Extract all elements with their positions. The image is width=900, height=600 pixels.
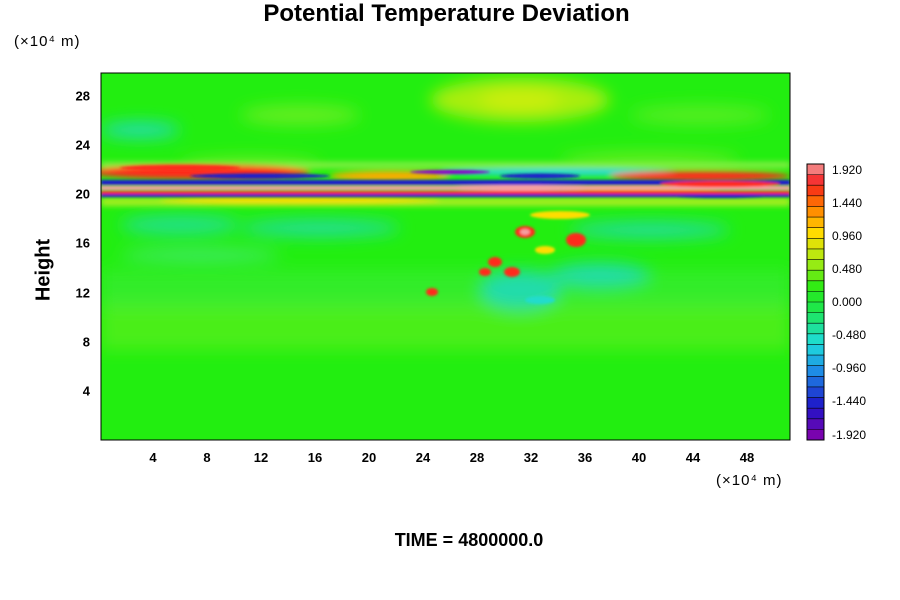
y-tick-label: 20 [75, 186, 90, 202]
colorbar-swatch [807, 248, 824, 261]
colorbar-swatch [807, 355, 824, 367]
colorbar-swatch [807, 291, 824, 303]
colorbar-swatch [807, 302, 824, 314]
x-tick-label: 36 [577, 450, 593, 465]
x-tick-label: 32 [523, 450, 539, 465]
x-tick-label: 12 [253, 450, 269, 465]
colorbar [806, 163, 825, 441]
x-tick-label: 44 [685, 450, 701, 465]
colorbar-swatch [807, 206, 824, 218]
x-tick-label: 4 [149, 450, 157, 465]
x-tick-label: 40 [631, 450, 647, 465]
colorbar-tick-label: 1.440 [832, 196, 863, 210]
y-tick-label: 4 [82, 383, 90, 399]
colorbar-swatch [807, 333, 824, 345]
time-label: TIME = 4800000.0 [394, 530, 544, 550]
x-axis-units: (×10⁴ m) [716, 472, 783, 489]
colorbar-swatch [807, 195, 824, 207]
colorbar-tick-label: 0.480 [832, 262, 863, 276]
colorbar-swatch [807, 408, 824, 420]
colorbar-swatch [807, 365, 824, 377]
colorbar-swatch [807, 386, 824, 399]
colorbar-swatch [807, 376, 824, 388]
x-tick-label: 48 [739, 450, 755, 465]
colorbar-swatch [807, 217, 824, 229]
plot-frame [100, 72, 791, 441]
y-tick-label: 8 [82, 334, 90, 350]
colorbar-swatch [807, 397, 824, 409]
colorbar-frame [806, 163, 825, 441]
chart-title: Potential Temperature Deviation [263, 0, 630, 27]
colorbar-swatch [807, 238, 824, 250]
x-tick-label: 8 [203, 450, 211, 465]
y-tick-label: 24 [75, 137, 90, 153]
colorbar-tick-label: 0.000 [832, 295, 863, 309]
colorbar-tick-label: -0.960 [832, 361, 867, 375]
x-tick-label: 20 [361, 450, 377, 465]
colorbar-swatch [807, 280, 824, 292]
y-tick-label: 12 [75, 285, 90, 301]
y-tick-label: 16 [75, 235, 90, 251]
heatmap-field [101, 73, 790, 440]
colorbar-swatch [807, 418, 824, 430]
colorbar-swatch [807, 185, 824, 197]
x-tick-label: 24 [415, 450, 431, 465]
colorbar-tick-label: 0.960 [832, 229, 863, 243]
y-axis-units: (×10⁴ m) [14, 33, 81, 50]
colorbar-swatch [807, 323, 824, 335]
colorbar-swatch [807, 429, 824, 441]
colorbar-tick-label: -1.440 [832, 394, 867, 408]
colorbar-swatch [807, 227, 824, 239]
colorbar-swatch [807, 259, 824, 271]
colorbar-swatch [807, 174, 824, 186]
x-tick-label: 28 [469, 450, 485, 465]
colorbar-tick-label: 1.920 [832, 163, 863, 177]
y-tick-label: 28 [75, 88, 90, 104]
colorbar-tick-label: -1.920 [832, 428, 867, 442]
colorbar-swatch [807, 344, 824, 356]
colorbar-swatch [807, 270, 824, 282]
colorbar-swatch [807, 164, 824, 176]
colorbar-swatch [807, 312, 824, 324]
x-tick-label: 16 [307, 450, 323, 465]
colorbar-tick-label: -0.480 [832, 328, 867, 342]
